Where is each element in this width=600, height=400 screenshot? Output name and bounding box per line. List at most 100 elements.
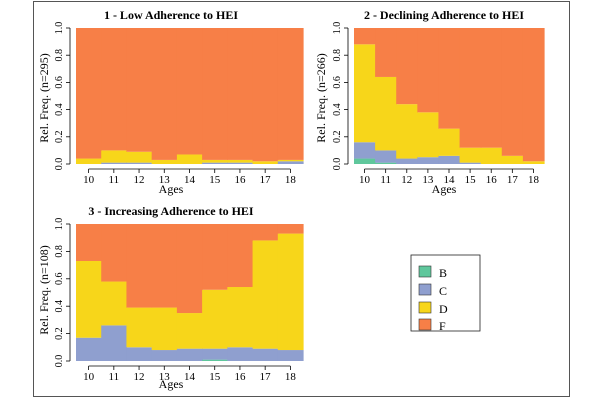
segment-p1-f-10 bbox=[76, 28, 102, 159]
panel-3-ylabel: Rel. Freq. (n=108) bbox=[37, 245, 51, 334]
x-tick-label-p3-10: 10 bbox=[83, 371, 95, 383]
legend-label-d: D bbox=[439, 302, 448, 316]
segment-p2-f-10 bbox=[354, 28, 376, 45]
x-tick-label-p3-15: 15 bbox=[209, 371, 221, 383]
legend-swatch-b bbox=[418, 265, 432, 278]
y-tick-label-p1-5: 1.0 bbox=[54, 22, 65, 35]
y-tick-label-p3-4: 0.8 bbox=[54, 245, 65, 258]
y-tick-label-p3-2: 0.4 bbox=[54, 300, 65, 313]
segment-p2-f-13 bbox=[417, 28, 440, 113]
x-tick-label-p2-12: 12 bbox=[401, 174, 412, 186]
segment-p1-f-13 bbox=[151, 28, 178, 160]
y-tick-label-p3-5: 1.0 bbox=[54, 218, 65, 231]
x-tick-label-p2-17: 17 bbox=[507, 174, 519, 186]
panel-2-xlabel: Ages bbox=[432, 182, 457, 196]
segment-p2-c-13 bbox=[417, 157, 440, 164]
segment-p2-f-18 bbox=[522, 28, 545, 162]
legend-label-f: F bbox=[439, 319, 446, 333]
segment-p2-d-18 bbox=[522, 161, 545, 164]
segment-p2-d-10 bbox=[354, 44, 376, 143]
x-tick-label-p3-13: 13 bbox=[159, 371, 171, 383]
segment-p3-f-16 bbox=[227, 224, 254, 288]
segment-p3-c-14 bbox=[176, 348, 203, 361]
segment-p2-c-10 bbox=[354, 142, 376, 159]
segment-p1-d-13 bbox=[151, 159, 178, 164]
x-tick-label-p2-13: 13 bbox=[422, 174, 434, 186]
figure-frame: 1 - Low Adherence to HEI Ages Rel. Freq.… bbox=[33, 1, 570, 397]
x-tick-label-p1-14: 14 bbox=[184, 174, 196, 186]
segment-p1-d-12 bbox=[126, 151, 153, 163]
x-tick-label-p1-16: 16 bbox=[234, 174, 246, 186]
segment-p2-f-16 bbox=[480, 28, 503, 148]
segment-p1-c-12 bbox=[126, 162, 153, 164]
x-tick-label-p2-16: 16 bbox=[486, 174, 498, 186]
segment-p1-d-14 bbox=[176, 154, 203, 164]
segment-p3-c-15 bbox=[202, 348, 228, 360]
segment-p1-f-16 bbox=[227, 28, 254, 160]
segment-p3-d-17 bbox=[252, 240, 279, 349]
segment-p3-d-12 bbox=[126, 307, 153, 348]
segment-p1-d-17 bbox=[252, 161, 279, 164]
segment-p3-f-18 bbox=[277, 224, 304, 234]
y-tick-label-p3-1: 0.2 bbox=[54, 327, 65, 340]
segment-p1-d-11 bbox=[101, 150, 128, 163]
segment-p1-f-18 bbox=[277, 28, 304, 160]
panel-1-ylabel: Rel. Freq. (n=295) bbox=[37, 53, 51, 142]
segment-p2-d-17 bbox=[501, 155, 524, 164]
segment-p3-d-11 bbox=[101, 281, 128, 326]
x-tick-label-p2-18: 18 bbox=[528, 174, 540, 186]
panel-declining-adherence: 2 - Declining Adherence to HEI Ages Rel.… bbox=[314, 8, 524, 196]
segment-p2-d-13 bbox=[417, 112, 440, 158]
panel-low-adherence: 1 - Low Adherence to HEI Ages Rel. Freq.… bbox=[37, 8, 238, 196]
x-tick-label-p3-18: 18 bbox=[285, 371, 297, 383]
segment-p1-f-14 bbox=[176, 28, 203, 155]
x-tick-label-p1-15: 15 bbox=[209, 174, 221, 186]
panel-1-xlabel: Ages bbox=[159, 182, 184, 196]
segment-p2-c-15 bbox=[459, 162, 482, 164]
segment-p1-c-11 bbox=[101, 162, 128, 164]
segment-p2-b-10 bbox=[354, 158, 376, 164]
x-tick-label-p3-16: 16 bbox=[234, 371, 246, 383]
segment-p3-f-10 bbox=[76, 224, 102, 261]
segment-p3-c-11 bbox=[101, 325, 128, 361]
segment-p1-f-15 bbox=[202, 28, 228, 160]
x-tick-label-p2-14: 14 bbox=[444, 174, 456, 186]
segment-p2-d-12 bbox=[396, 104, 418, 159]
x-tick-label-p2-15: 15 bbox=[465, 174, 477, 186]
x-tick-label-p1-18: 18 bbox=[285, 174, 297, 186]
panel-increasing-adherence: 3 - Increasing Adherence to HEI Ages Rel… bbox=[37, 204, 254, 391]
segment-p1-d-15 bbox=[202, 159, 228, 163]
segment-p2-f-11 bbox=[375, 28, 397, 77]
y-tick-label-p2-0: 0.0 bbox=[332, 158, 343, 171]
segment-p1-f-11 bbox=[101, 28, 128, 151]
segment-p3-f-11 bbox=[101, 224, 128, 282]
segment-p2-d-11 bbox=[375, 76, 397, 151]
x-tick-label-p3-11: 11 bbox=[109, 371, 120, 383]
segment-p3-d-16 bbox=[227, 287, 254, 348]
x-tick-label-p1-11: 11 bbox=[109, 174, 120, 186]
panel-1-title: 1 - Low Adherence to HEI bbox=[104, 8, 238, 22]
x-tick-label-p1-17: 17 bbox=[260, 174, 272, 186]
y-tick-label-p1-4: 0.8 bbox=[54, 49, 65, 62]
x-tick-label-p1-10: 10 bbox=[83, 174, 95, 186]
y-tick-label-p2-5: 1.0 bbox=[332, 22, 343, 35]
segment-p3-d-18 bbox=[277, 233, 304, 351]
y-tick-label-p3-0: 0.0 bbox=[54, 355, 65, 368]
segment-p3-f-14 bbox=[176, 224, 203, 314]
x-tick-label-p1-13: 13 bbox=[159, 174, 171, 186]
segment-p2-d-16 bbox=[480, 147, 503, 164]
segment-p3-d-15 bbox=[202, 289, 228, 349]
segment-p3-b-15 bbox=[202, 359, 228, 361]
segment-p2-d-14 bbox=[438, 128, 461, 156]
segment-p3-d-14 bbox=[176, 313, 203, 349]
y-tick-label-p2-4: 0.8 bbox=[332, 49, 343, 62]
segment-p2-c-11 bbox=[375, 150, 397, 163]
x-tick-label-p2-10: 10 bbox=[359, 174, 371, 186]
x-tick-label-p2-11: 11 bbox=[380, 174, 391, 186]
segment-p2-f-17 bbox=[501, 28, 524, 156]
segment-p3-d-13 bbox=[151, 307, 178, 351]
chart-figure: 1 - Low Adherence to HEI Ages Rel. Freq.… bbox=[37, 8, 545, 391]
segment-p2-f-14 bbox=[438, 28, 461, 129]
segment-p2-b-11 bbox=[375, 162, 397, 164]
legend-swatch-c bbox=[418, 283, 432, 296]
